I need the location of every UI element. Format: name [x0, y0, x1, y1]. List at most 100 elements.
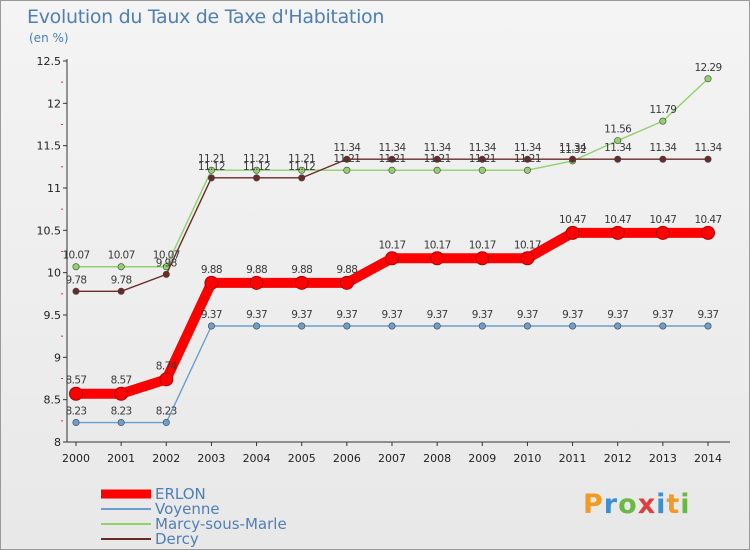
data-label: 10.07 [62, 250, 89, 262]
data-label: 11.21 [378, 153, 405, 165]
data-point [704, 75, 712, 83]
logo-letter: P [583, 489, 604, 520]
chart-title: Evolution du Taux de Taxe d'Habitation [27, 6, 385, 28]
data-label: 11.34 [694, 142, 722, 154]
data-point [659, 155, 667, 163]
data-label: 10.47 [559, 214, 586, 226]
data-label: 10.47 [604, 214, 631, 226]
data-point [433, 322, 441, 330]
data-point [433, 155, 441, 163]
data-label: 9.98 [156, 257, 177, 269]
data-label: 10.17 [514, 239, 541, 251]
data-point [610, 225, 625, 240]
data-point [704, 155, 712, 163]
data-label: 11.34 [424, 142, 452, 154]
data-label: 9.37 [427, 309, 448, 321]
logo-letter: i [656, 489, 667, 520]
data-point [569, 155, 577, 163]
data-point [249, 275, 264, 290]
logo-letter: o [618, 489, 638, 520]
data-label: 8.57 [111, 375, 132, 387]
data-point [162, 419, 170, 427]
data-label: 10.07 [108, 250, 135, 262]
data-label: 9.88 [336, 264, 357, 276]
x-tick-label: 2009 [468, 452, 496, 465]
data-point [343, 155, 351, 163]
data-label: 9.37 [201, 309, 222, 321]
data-label: 9.37 [607, 309, 628, 321]
data-label: 11.34 [649, 142, 677, 154]
data-label: 8.23 [111, 406, 132, 418]
legend-label: ERLON [155, 485, 206, 503]
data-point [253, 166, 261, 174]
data-point [117, 287, 125, 295]
data-label: 10.07 [153, 250, 180, 262]
data-label: 11.34 [469, 142, 497, 154]
data-point [343, 166, 351, 174]
data-label: 10.17 [378, 239, 405, 251]
data-label: 9.78 [111, 274, 132, 286]
data-point [388, 166, 396, 174]
data-point [385, 251, 399, 266]
y-tick-label: 8.5 [44, 394, 62, 407]
data-point [253, 322, 261, 330]
data-point [388, 322, 396, 330]
x-tick-label: 2010 [513, 452, 541, 465]
data-label: 9.88 [246, 264, 267, 276]
data-label: 11.12 [243, 161, 270, 173]
x-tick-label: 2008 [423, 452, 451, 465]
data-label: 11.32 [559, 144, 586, 156]
series-layer [69, 75, 715, 427]
data-label: 8.57 [66, 375, 87, 387]
data-label: 8.23 [156, 406, 177, 418]
x-tick-label: 2004 [243, 452, 271, 465]
x-tick-label: 2001 [107, 452, 135, 465]
data-point [339, 275, 354, 290]
data-point [159, 372, 174, 387]
data-point [523, 155, 531, 163]
data-label: 10.47 [649, 214, 676, 226]
chart-subtitle: (en %) [29, 31, 69, 45]
data-label: 11.34 [604, 142, 632, 154]
data-label: 9.37 [336, 309, 357, 321]
data-label: 9.37 [652, 309, 673, 321]
x-tick-label: 2000 [62, 452, 90, 465]
data-point [614, 137, 622, 145]
data-label: 11.21 [514, 153, 541, 165]
data-label: 11.12 [198, 161, 225, 173]
data-label: 9.37 [517, 309, 538, 321]
x-tick-label: 2011 [559, 452, 587, 465]
data-label: 11.21 [243, 153, 270, 165]
data-point [569, 322, 577, 330]
data-point [478, 155, 486, 163]
data-point [207, 322, 215, 330]
data-label: 11.12 [288, 161, 315, 173]
data-point [433, 166, 441, 174]
x-tick-label: 2007 [378, 452, 406, 465]
data-label: 11.79 [649, 104, 676, 116]
data-point [253, 174, 261, 182]
y-tick-label: 10.5 [37, 224, 62, 237]
data-point [659, 117, 667, 125]
data-label: 12.29 [694, 62, 721, 74]
legend-label: Marcy-sous-Marle [155, 515, 287, 533]
data-point [523, 322, 531, 330]
data-label: 9.78 [66, 274, 87, 286]
logo-letter: x [637, 489, 657, 520]
proxiti-logo: Proxiti [583, 489, 691, 520]
data-point [207, 166, 215, 174]
legend-label: Voyenne [155, 500, 220, 518]
data-point [204, 275, 219, 290]
data-point [655, 225, 670, 240]
data-point [704, 322, 712, 330]
data-label: 9.88 [291, 264, 312, 276]
data-label: 10.47 [694, 214, 721, 226]
data-point [72, 419, 80, 427]
data-point [207, 174, 215, 182]
data-label: 9.37 [472, 309, 493, 321]
logo-letter: t [666, 489, 681, 520]
logo-letter: r [603, 489, 619, 520]
